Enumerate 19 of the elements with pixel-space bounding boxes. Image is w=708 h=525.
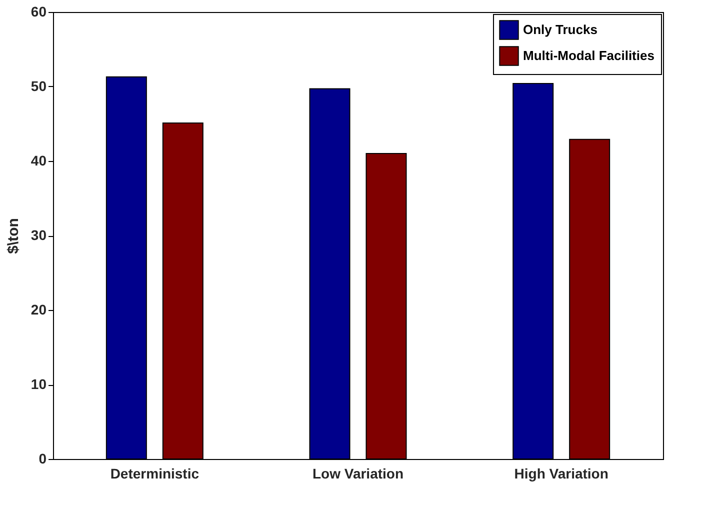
x-tick-label: Deterministic [110,466,200,482]
x-tick-label: Low Variation [312,466,404,482]
bar [162,122,204,460]
bar [106,76,147,460]
y-tick-label: 30 [30,227,47,243]
bar [366,153,407,460]
y-tick-label: 10 [30,376,47,392]
y-tick-label: 50 [30,78,47,94]
y-tick-label: 20 [30,302,47,318]
y-axis-title: $\ton [4,218,22,254]
bar [512,83,554,460]
bar [569,138,610,460]
y-tick-label: 40 [30,152,47,168]
y-tick-label: 0 [38,450,47,466]
legend-label: Multi-Modal Facilities [523,48,654,63]
y-tick-label: 60 [30,4,47,20]
x-tick-label: High Variation [514,466,608,482]
legend-label: Only Trucks [523,22,598,37]
bar [309,88,350,460]
